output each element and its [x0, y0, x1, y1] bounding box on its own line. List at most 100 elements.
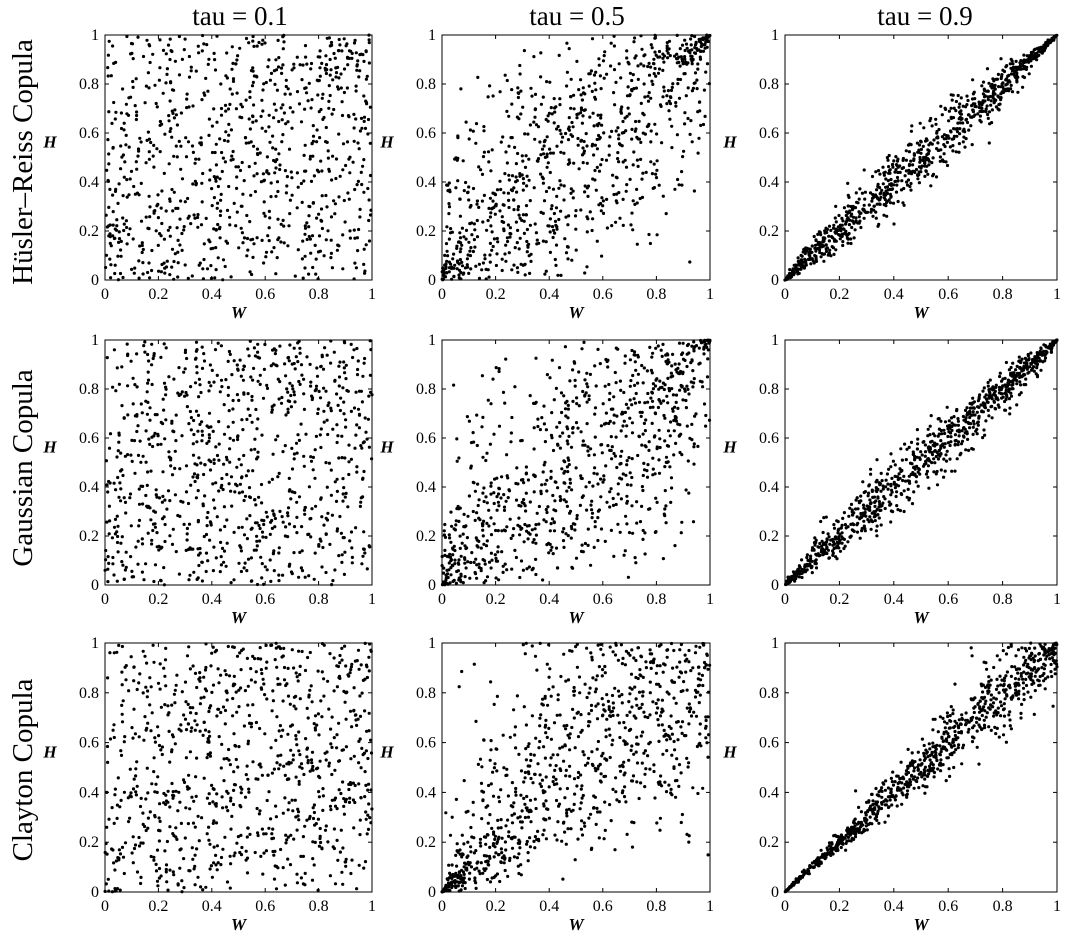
- data-point: [630, 457, 634, 461]
- data-point: [599, 87, 603, 91]
- data-point: [189, 483, 193, 487]
- data-point: [225, 458, 229, 462]
- data-point: [277, 471, 281, 475]
- data-point: [467, 185, 471, 189]
- data-point: [824, 226, 828, 230]
- x-tick-label: 0: [101, 286, 109, 303]
- data-point: [271, 452, 275, 456]
- data-point: [669, 420, 673, 424]
- data-point: [186, 196, 190, 201]
- data-point: [455, 259, 460, 263]
- data-point: [570, 134, 575, 138]
- data-point: [527, 254, 531, 258]
- data-point: [550, 545, 554, 549]
- data-point: [218, 390, 222, 394]
- data-point: [208, 468, 213, 472]
- data-point: [341, 142, 346, 146]
- data-point: [851, 215, 856, 219]
- data-point: [833, 216, 837, 220]
- data-point: [989, 99, 993, 103]
- data-point: [252, 548, 256, 552]
- data-point: [249, 448, 253, 452]
- data-point: [452, 252, 456, 256]
- data-point: [889, 177, 893, 182]
- data-point: [320, 169, 324, 173]
- data-point: [1037, 46, 1041, 50]
- data-point: [249, 193, 253, 197]
- data-point: [691, 86, 696, 90]
- data-point: [986, 116, 990, 120]
- data-point: [324, 68, 328, 72]
- data-point: [208, 178, 212, 182]
- data-point: [641, 381, 645, 385]
- data-point: [904, 169, 909, 173]
- data-point: [556, 566, 560, 570]
- data-point: [317, 234, 322, 238]
- data-point: [346, 56, 350, 60]
- data-point: [311, 134, 316, 138]
- data-point: [671, 393, 676, 397]
- data-point: [646, 463, 650, 467]
- data-point: [539, 75, 543, 79]
- data-point: [133, 192, 137, 196]
- data-point: [957, 142, 962, 146]
- data-point: [488, 215, 492, 219]
- data-point: [668, 95, 673, 99]
- data-point: [651, 387, 656, 391]
- data-point: [310, 234, 315, 238]
- data-point: [290, 68, 294, 72]
- data-point: [504, 259, 508, 263]
- data-point: [952, 106, 956, 110]
- data-point: [633, 556, 637, 560]
- data-point: [294, 355, 298, 359]
- data-point: [207, 389, 211, 393]
- data-point: [1032, 57, 1036, 61]
- data-point: [335, 489, 339, 493]
- data-point: [183, 367, 187, 371]
- data-point: [564, 500, 568, 504]
- data-point: [203, 463, 207, 467]
- data-point: [949, 129, 953, 133]
- data-point: [113, 271, 117, 276]
- y-tick-label: 0.2: [759, 223, 779, 240]
- data-point: [608, 419, 612, 423]
- data-point: [464, 180, 468, 185]
- data-point: [625, 483, 630, 487]
- data-point: [318, 249, 322, 253]
- data-point: [554, 263, 558, 267]
- data-point: [196, 547, 200, 551]
- data-point: [337, 195, 341, 199]
- data-point: [164, 385, 168, 389]
- data-point: [292, 525, 297, 529]
- data-point: [641, 488, 645, 493]
- data-point: [950, 98, 954, 102]
- data-point: [338, 514, 342, 519]
- data-point: [568, 161, 572, 165]
- data-point: [885, 191, 890, 196]
- data-point: [842, 206, 847, 210]
- data-point: [274, 108, 278, 112]
- data-point: [512, 186, 516, 190]
- data-point: [650, 355, 654, 359]
- data-point: [601, 199, 606, 203]
- data-point: [579, 106, 584, 110]
- data-point: [639, 414, 643, 418]
- data-point: [327, 106, 331, 110]
- data-point: [129, 169, 134, 173]
- data-point: [167, 450, 171, 454]
- data-point: [945, 163, 950, 168]
- data-point: [470, 233, 474, 237]
- data-point: [185, 405, 189, 409]
- data-point: [443, 535, 448, 540]
- data-point: [854, 191, 858, 195]
- data-point: [194, 340, 199, 344]
- data-point: [455, 267, 459, 271]
- data-point: [214, 228, 218, 232]
- data-point: [524, 204, 529, 208]
- data-point: [278, 163, 282, 167]
- data-point: [242, 364, 246, 368]
- data-point: [686, 61, 690, 65]
- data-point: [369, 208, 373, 212]
- data-point: [951, 93, 955, 97]
